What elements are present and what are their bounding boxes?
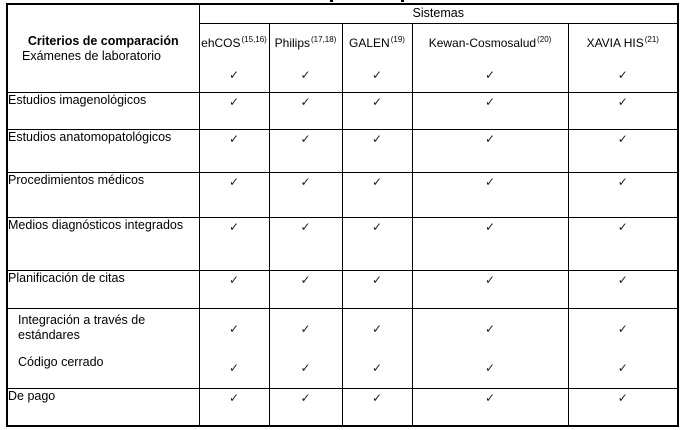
criteria-header-cell: Criterios de comparación Exámenes de lab… [6,3,200,93]
checkmark-icon: ✓ [371,272,383,287]
checkmark-icon: ✓ [228,174,240,189]
system-citation-ref: (19) [390,34,405,44]
system-name: Kewan-Cosmosalud [428,35,537,50]
system-header-kewan-cosmosalud: Kewan-Cosmosalud(20) ✓ [411,22,569,93]
system-header-galen: GALEN(19) ✓ [341,22,413,93]
system-citation-ref: (17,18) [311,34,337,44]
criterion-label: Procedimientos médicos [6,171,200,218]
checkmark-icon: ✓ [371,67,383,82]
criterion-label: Estudios imagenológicos [6,91,200,130]
comparison-table: Criterios de comparación Exámenes de lab… [6,3,680,427]
system-header-philips: Philips(17,18) ✓ [268,22,343,93]
checkmark-icon: ✓ [484,67,496,82]
checkmark-icon: ✓ [617,131,628,146]
system-header-ehcos: ehCOS(15,16) ✓ [198,22,270,93]
cropped-caption-artifact [330,0,333,2]
checkmark-icon: ✓ [617,321,628,336]
table-row-merged: Integración a través de estándares Códig… [6,307,679,389]
system-name: XAVIA HIS [586,35,644,50]
criterion-label-group: Integración a través de estándares Códig… [6,307,200,389]
criteria-header-title: Criterios de comparación [27,34,179,49]
checkmark-icon: ✓ [484,390,496,405]
checkmark-icon: ✓ [484,272,496,287]
criterion-label: De pago [6,387,200,427]
checkmark-icon: ✓ [371,321,383,336]
checkmark-icon: ✓ [617,94,628,109]
table-row: Medios diagnósticos integrados ✓ ✓ ✓ ✓ ✓ [6,216,679,271]
checkmark-icon: ✓ [300,361,311,375]
checkmark-icon: ✓ [371,94,383,109]
checkmark-icon: ✓ [371,361,383,375]
table-row: Procedimientos médicos ✓ ✓ ✓ ✓ ✓ [6,171,679,218]
checkmark-icon: ✓ [300,219,311,234]
table-row-sistemas: Criterios de comparación Exámenes de lab… [6,3,679,93]
table-row: Estudios imagenológicos ✓ ✓ ✓ ✓ ✓ [6,91,679,130]
checkmark-icon: ✓ [300,94,311,109]
system-name: GALEN [349,35,390,50]
criterion-label: Planificación de citas [6,269,200,309]
checkmark-icon: ✓ [228,131,240,146]
checkmark-icon: ✓ [617,390,628,405]
checkmark-icon: ✓ [300,321,311,336]
criterion-label: Estudios anatomopatológicos [6,128,200,173]
checkmark-icon: ✓ [484,94,496,109]
table-row-system-headers: ehCOS(15,16) ✓ Philips(17,18) ✓ GALEN(19… [7,22,679,93]
checkmark-icon: ✓ [300,67,311,82]
checkmark-icon: ✓ [228,361,240,375]
checkmark-icon: ✓ [300,390,311,405]
table-row: Planificación de citas ✓ ✓ ✓ ✓ ✓ [6,269,679,309]
checkmark-icon: ✓ [371,390,383,405]
system-citation-ref: (15,16) [241,34,267,44]
checkmark-icon: ✓ [228,321,240,336]
checkmark-icon: ✓ [300,131,311,146]
checkmark-icon: ✓ [617,174,628,189]
system-name: ehCOS [201,35,241,50]
system-citation-ref: (21) [644,34,659,44]
checkmark-icon: ✓ [484,361,496,375]
system-citation-ref: (20) [537,34,552,44]
checkmark-icon: ✓ [300,272,311,287]
table-row: Estudios anatomopatológicos ✓ ✓ ✓ ✓ ✓ [6,128,679,173]
criterion-label: Código cerrado [18,354,104,369]
checkmark-icon: ✓ [617,361,628,375]
criterion-label: Exámenes de laboratorio [22,49,161,64]
system-header-xavia-his: XAVIA HIS(21) ✓ [567,22,679,93]
cropped-caption-artifact [401,0,404,2]
checkmark-icon: ✓ [371,219,383,234]
checkmark-icon: ✓ [484,321,496,336]
checkmark-icon: ✓ [228,219,240,234]
checkmark-icon: ✓ [484,219,496,234]
checkmark-icon: ✓ [484,174,496,189]
checkmark-icon: ✓ [484,131,496,146]
checkmark-icon: ✓ [371,174,383,189]
checkmark-icon: ✓ [228,390,240,405]
checkmark-icon: ✓ [617,67,628,82]
checkmark-icon: ✓ [228,272,240,287]
system-name: Philips [274,35,310,50]
checkmark-icon: ✓ [371,131,383,146]
checkmark-icon: ✓ [617,272,628,287]
checkmark-icon: ✓ [228,67,240,82]
criterion-label: Medios diagnósticos integrados [6,216,200,271]
criterion-label: Integración a través de estándares [18,312,146,342]
table-row: De pago ✓ ✓ ✓ ✓ ✓ [6,387,679,427]
checkmark-icon: ✓ [300,174,311,189]
systems-group-header: Sistemas [198,3,679,24]
checkmark-icon: ✓ [228,94,240,109]
checkmark-icon: ✓ [617,219,628,234]
